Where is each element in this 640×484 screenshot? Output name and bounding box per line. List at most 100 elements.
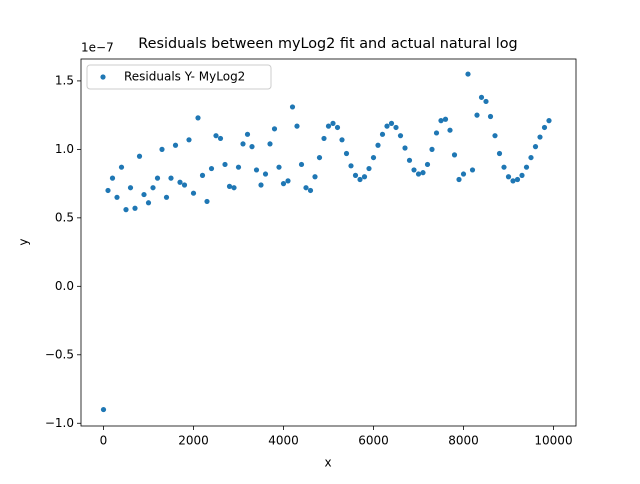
point xyxy=(537,134,543,140)
point xyxy=(438,118,444,124)
point xyxy=(501,164,507,170)
point xyxy=(406,157,413,163)
point xyxy=(370,154,377,161)
point xyxy=(136,153,143,159)
point xyxy=(474,112,480,118)
legend-box xyxy=(86,64,272,90)
y-offset-text: 1e−7 xyxy=(81,41,114,55)
point xyxy=(213,133,219,139)
point xyxy=(186,137,192,143)
point xyxy=(339,137,345,143)
point xyxy=(510,178,516,184)
point xyxy=(343,150,350,157)
point xyxy=(465,71,471,77)
point xyxy=(541,124,548,131)
point xyxy=(150,185,156,191)
point xyxy=(271,126,278,132)
x-tick-label: 2000 xyxy=(178,434,209,448)
point xyxy=(384,123,390,129)
y-tick-label: 1.0 xyxy=(55,142,74,156)
point xyxy=(411,167,417,173)
point xyxy=(199,172,206,178)
point xyxy=(514,176,521,183)
legend-label: Residuals Y- MyLog2 xyxy=(124,70,245,84)
point xyxy=(379,131,386,137)
point xyxy=(528,154,534,161)
point xyxy=(388,120,395,126)
point xyxy=(348,163,354,169)
point xyxy=(505,174,512,180)
point xyxy=(262,171,269,177)
y-axis-label: y xyxy=(17,238,31,245)
point xyxy=(132,205,138,211)
point xyxy=(397,133,404,139)
point xyxy=(154,175,161,181)
point xyxy=(244,131,251,137)
point xyxy=(141,191,147,198)
point xyxy=(105,187,111,194)
point xyxy=(415,171,422,177)
point xyxy=(109,175,116,181)
point xyxy=(325,123,332,129)
point xyxy=(298,161,305,168)
point xyxy=(447,127,453,133)
point xyxy=(285,178,291,184)
point xyxy=(159,146,165,152)
point xyxy=(496,150,503,157)
point xyxy=(163,194,170,200)
point xyxy=(469,167,476,173)
point xyxy=(357,176,363,183)
point xyxy=(451,152,458,158)
point xyxy=(289,104,296,110)
point xyxy=(483,98,489,105)
point xyxy=(303,185,309,191)
x-tick-label: 6000 xyxy=(358,434,389,448)
point xyxy=(523,164,530,170)
point xyxy=(235,164,242,170)
point xyxy=(316,154,323,161)
point xyxy=(334,124,341,131)
point xyxy=(231,185,237,191)
point xyxy=(222,161,228,168)
point xyxy=(375,142,381,148)
point xyxy=(456,176,462,183)
point xyxy=(361,174,368,180)
point xyxy=(127,185,134,191)
plot-frame xyxy=(80,58,577,427)
point xyxy=(249,144,255,150)
point xyxy=(460,171,467,177)
point xyxy=(226,183,233,189)
y-tick-label: 0.0 xyxy=(55,279,74,293)
point xyxy=(294,123,300,129)
x-axis-label: x xyxy=(324,456,331,470)
point xyxy=(420,170,426,176)
point xyxy=(442,116,449,122)
point xyxy=(253,167,260,173)
point xyxy=(352,172,359,178)
point xyxy=(258,182,264,188)
point xyxy=(123,207,129,213)
chart-title: Residuals between myLog2 fit and actual … xyxy=(138,36,517,52)
point xyxy=(366,165,372,172)
point xyxy=(145,200,152,206)
point xyxy=(433,130,440,136)
point xyxy=(168,175,174,181)
point xyxy=(492,133,498,139)
x-tick-label: 0 xyxy=(100,434,108,448)
point xyxy=(546,118,552,124)
y-tick-label: 1.5 xyxy=(55,73,74,87)
point xyxy=(307,187,314,194)
x-tick-label: 4000 xyxy=(268,434,299,448)
point xyxy=(312,174,318,180)
y-tick-label: −1.0 xyxy=(45,416,74,430)
point xyxy=(190,190,197,196)
point xyxy=(280,181,287,187)
point xyxy=(208,165,215,172)
point xyxy=(276,164,282,170)
point xyxy=(217,135,224,142)
x-tick-label: 10000 xyxy=(534,434,572,448)
legend-marker xyxy=(100,74,106,80)
y-tick-label: −0.5 xyxy=(45,347,74,361)
point xyxy=(240,141,246,147)
